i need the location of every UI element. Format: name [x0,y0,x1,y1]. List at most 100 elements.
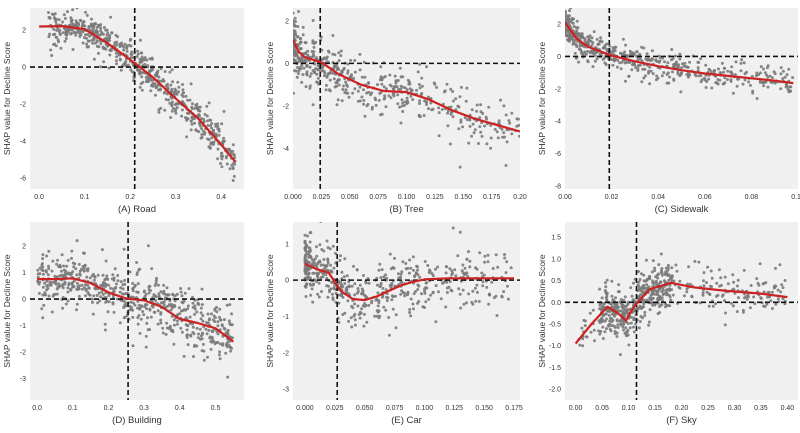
data-point [72,265,76,269]
data-point [221,139,225,143]
data-point [401,101,405,105]
data-point [380,82,384,86]
data-point [64,29,68,33]
data-point [658,59,662,63]
data-point [507,119,511,123]
data-point [384,308,388,312]
data-point [56,38,60,42]
data-point [725,78,729,81]
x-tick-label: 0.175 [483,194,501,201]
data-point [666,61,670,65]
data-point [346,299,350,303]
data-point [477,142,480,145]
trend-line [293,39,520,133]
data-point [198,105,202,109]
data-point [618,353,622,357]
data-point [451,115,455,119]
data-point [604,290,608,294]
data-point [105,274,109,278]
data-point [605,317,608,321]
data-point [157,108,161,112]
data-point [408,258,412,262]
data-point [356,287,360,290]
data-point [492,296,496,300]
data-point [95,30,99,34]
data-point [131,287,135,291]
data-point [56,258,59,262]
data-point [382,97,386,101]
data-point [785,82,788,86]
data-point [293,59,295,63]
data-point [731,304,735,308]
data-point [87,286,91,290]
data-point [320,290,323,293]
data-point [451,90,455,93]
data-point [118,58,122,62]
data-point [370,105,374,109]
data-point [644,258,648,262]
data-point [597,42,601,46]
data-point [99,26,103,30]
data-point [337,83,341,87]
data-point [379,283,383,287]
data-point [709,70,713,74]
data-point [642,305,646,309]
data-point [99,283,103,287]
data-point [293,69,297,73]
data-point [195,344,199,348]
data-point [741,310,745,314]
data-point [122,316,126,320]
data-point [399,272,403,276]
data-point [409,94,413,98]
data-point [389,84,393,88]
data-point [168,299,172,303]
data-point [687,265,691,269]
y-tick-label: -1 [20,323,26,330]
data-point [222,326,226,330]
data-point [142,289,146,293]
data-point [439,297,443,301]
data-point [374,298,378,302]
data-point [84,10,87,14]
data-point [140,304,144,308]
data-point [61,306,65,310]
data-point [465,86,469,90]
data-point [416,265,419,269]
data-point [191,102,194,106]
data-point [586,35,590,39]
data-point [625,330,629,334]
data-point [89,22,93,26]
data-point [219,318,223,322]
data-point [150,78,153,82]
data-point [441,281,444,285]
data-point [627,308,631,311]
data-point [783,279,787,282]
data-point [672,65,676,69]
data-point [632,330,636,334]
data-point [95,294,99,297]
data-point [110,31,114,35]
data-point [414,271,418,275]
data-point [75,239,79,243]
trend-line [304,262,514,302]
x-tick-label: 0.25 [701,405,715,412]
data-point [135,290,139,294]
data-point [776,297,780,301]
data-point [483,124,486,128]
data-point [504,113,508,117]
trend-line [37,277,234,343]
data-point [154,279,158,283]
data-point [565,19,569,22]
data-point [762,67,765,71]
data-point [170,87,174,91]
data-point [193,312,197,316]
data-point [483,254,487,258]
data-point [172,90,176,94]
data-point [382,85,386,89]
data-point [217,353,221,357]
data-point [651,57,655,61]
data-point [505,260,509,264]
data-point [47,267,51,271]
data-point [388,73,392,77]
data-point [638,278,642,281]
